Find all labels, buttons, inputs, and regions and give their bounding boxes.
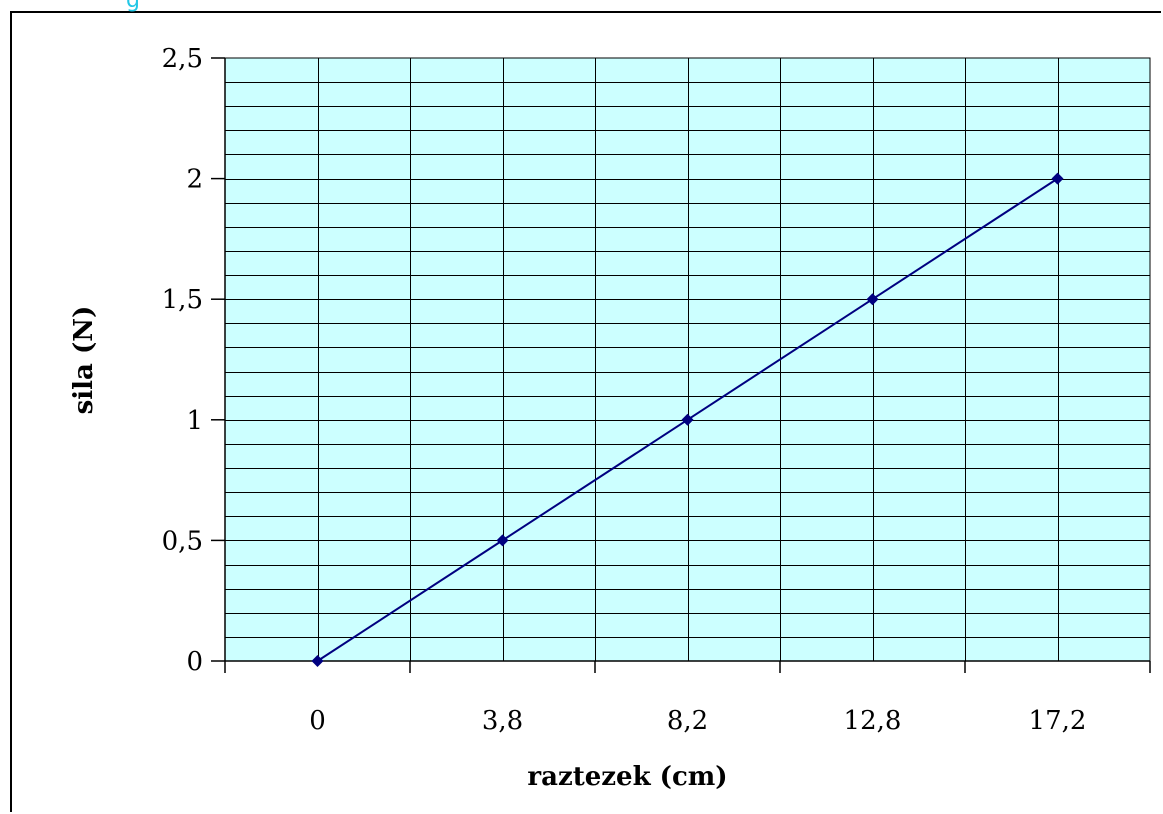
data-point-marker (496, 534, 509, 547)
x-tick-label: 3,8 (482, 706, 523, 736)
x-tick-label: 12,8 (844, 706, 902, 736)
data-point-marker (311, 655, 324, 667)
y-tick-label: 2 (186, 165, 203, 195)
corner-text-fragment: g (126, 0, 140, 13)
y-tick-label: 1,5 (162, 285, 203, 315)
x-tick-label: 8,2 (667, 706, 708, 736)
y-tick-label: 2,5 (162, 44, 203, 74)
x-axis-title: raztezek (cm) (527, 762, 727, 792)
y-tick-label: 0 (186, 647, 203, 677)
x-tick-label: 0 (309, 706, 326, 736)
x-tick-label: 17,2 (1029, 706, 1087, 736)
plot-area (224, 57, 1151, 662)
data-point-marker (1051, 172, 1064, 185)
y-tick-label: 0,5 (162, 526, 203, 556)
y-tick-label: 1 (186, 406, 203, 436)
data-point-marker (681, 413, 694, 426)
data-point-marker (866, 293, 879, 306)
y-axis-title: sila (N) (69, 306, 99, 415)
